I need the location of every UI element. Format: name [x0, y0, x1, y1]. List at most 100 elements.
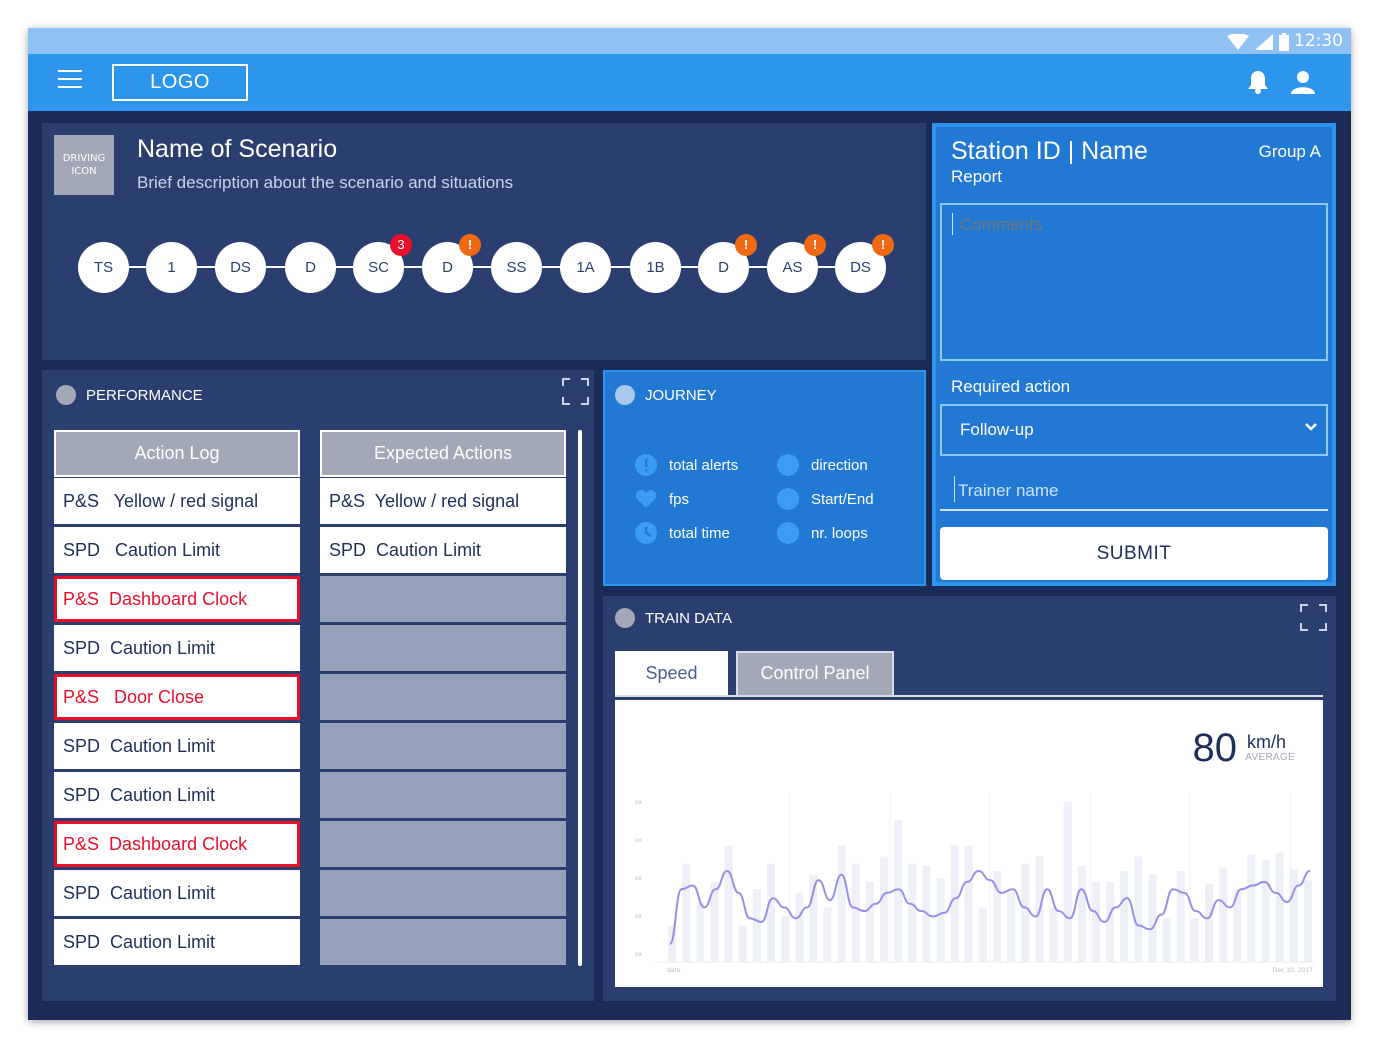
scenario-step[interactable]: D! [422, 234, 481, 293]
status-bar: 12:30 [28, 28, 1351, 54]
scenario-step[interactable]: TS [78, 242, 129, 293]
action-log-row[interactable]: SPD Caution Limit [54, 870, 300, 916]
journey-item-start-end: Start/End [777, 488, 874, 510]
chart-bar [865, 881, 874, 962]
scenario-step[interactable]: 1 [146, 242, 197, 293]
scenario-step[interactable]: AS! [767, 234, 826, 293]
driving-icon-label: DRIVING [62, 153, 106, 164]
action-log-row[interactable]: P&S Dashboard Clock [54, 821, 300, 867]
expand-icon[interactable] [1300, 604, 1327, 631]
journey-item-direction: direction [777, 454, 868, 476]
alert-badge-icon: ! [459, 234, 481, 256]
scenario-step[interactable]: DS! [835, 234, 894, 293]
scenario-step[interactable]: 1B [630, 242, 681, 293]
expected-action-row[interactable]: P&S Yellow / red signal [320, 478, 566, 524]
y-tick-label: xx [635, 875, 643, 882]
train-data-title: TRAIN DATA [645, 609, 732, 627]
tablet-device: 12:30 LOGO DRIVING ICON Name of Scenario… [28, 28, 1351, 1020]
journey-label: total time [669, 524, 730, 542]
battery-icon [1279, 33, 1289, 51]
comments-field[interactable] [940, 203, 1328, 361]
scenario-step[interactable]: SC 3 [353, 234, 412, 293]
bell-icon[interactable] [1247, 70, 1269, 94]
scrollbar[interactable] [578, 430, 582, 966]
logo[interactable]: LOGO [112, 64, 248, 101]
menu-icon[interactable] [58, 70, 82, 94]
required-action-value: Follow-up [960, 420, 1034, 439]
action-log-row[interactable]: SPD Caution Limit [54, 723, 300, 769]
action-log-row[interactable]: SPD Caution Limit [54, 919, 300, 965]
chart-bar [1190, 918, 1199, 962]
chart-bar [880, 856, 889, 962]
journey-item-total-time: total time [635, 522, 730, 544]
alert-badge-icon: ! [872, 234, 894, 256]
scenario-step-label: 1B [646, 259, 665, 276]
expected-action-row[interactable] [320, 772, 566, 818]
required-action-select[interactable]: Follow-up [940, 404, 1328, 456]
chart-bar [809, 874, 818, 962]
expected-action-row[interactable] [320, 625, 566, 671]
expected-action-row[interactable] [320, 723, 566, 769]
expand-icon[interactable] [562, 378, 589, 405]
scenario-step[interactable]: SS [491, 242, 542, 293]
expected-action-row[interactable] [320, 919, 566, 965]
driving-icon: DRIVING ICON [54, 135, 114, 195]
chart-bar [1091, 881, 1100, 962]
station-title: Station ID | Name [951, 137, 1148, 165]
scenario-step-label: 1 [167, 259, 176, 276]
chart-bar [1247, 854, 1256, 962]
action-log-row[interactable]: SPD Caution Limit [54, 527, 300, 573]
scenario-step[interactable]: D! [698, 234, 757, 293]
speed-chart: xx xx xx xx xx date Dec 10, 2017 80 km/h AVERA… [615, 700, 1323, 987]
chart-bar [1049, 907, 1058, 962]
chart-bar [936, 878, 945, 962]
scenario-step-label: SC [368, 259, 389, 276]
action-log-row[interactable]: P&S Dashboard Clock [54, 576, 300, 622]
chart-bar [1176, 871, 1185, 962]
average-speed-label: AVERAGE [1245, 752, 1295, 763]
submit-button[interactable]: SUBMIT [940, 527, 1328, 580]
expected-action-row[interactable] [320, 870, 566, 916]
user-icon[interactable] [1291, 70, 1315, 94]
scenario-step[interactable]: D [285, 242, 336, 293]
chart-bar [1261, 860, 1270, 962]
action-log-row[interactable]: P&S Yellow / red signal [54, 478, 300, 524]
required-action-label: Required action [951, 377, 1071, 396]
tab-speed[interactable]: Speed [615, 651, 728, 696]
expected-action-row[interactable]: SPD Caution Limit [320, 527, 566, 573]
y-tick-label: xx [635, 799, 643, 806]
scenario-timeline [102, 266, 870, 268]
scenario-title: Name of Scenario [137, 135, 338, 163]
trainer-name-field[interactable]: Trainer name [940, 473, 1328, 511]
chart-bar [851, 863, 860, 962]
scenario-step[interactable]: DS [215, 242, 266, 293]
speed-line [669, 869, 1311, 945]
chart-bar [1162, 918, 1171, 962]
chart-bar [1007, 892, 1016, 962]
chart-bar [1275, 852, 1284, 962]
average-speed-value: 80 [1192, 726, 1238, 770]
chart-bar [724, 845, 733, 962]
alert-badge-icon: ! [804, 234, 826, 256]
chart-bar [978, 907, 987, 962]
action-log-header: Action Log [54, 430, 300, 477]
scenario-step[interactable]: 1A [560, 242, 611, 293]
y-tick-label: xx [635, 837, 643, 844]
count-badge: 3 [390, 234, 412, 256]
chart-bar [1303, 880, 1312, 962]
scenario-step-label: SS [506, 259, 527, 276]
action-log-row[interactable]: P&S Door Close [54, 674, 300, 720]
expected-action-row[interactable] [320, 576, 566, 622]
expected-action-row[interactable] [320, 821, 566, 867]
status-icons [1227, 33, 1289, 51]
x-tick-label: date [667, 967, 681, 974]
action-log-row[interactable]: SPD Caution Limit [54, 772, 300, 818]
expected-action-row[interactable] [320, 674, 566, 720]
trainer-name-placeholder: Trainer name [958, 481, 1059, 500]
x-tick-label: Dec 10, 2017 [1273, 967, 1313, 974]
status-dot-icon [615, 385, 635, 405]
tab-control-panel[interactable]: Control Panel [736, 651, 894, 696]
journey-item-nr-loops: nr. loops [777, 522, 868, 544]
chart-bar [696, 901, 705, 962]
action-log-row[interactable]: SPD Caution Limit [54, 625, 300, 671]
